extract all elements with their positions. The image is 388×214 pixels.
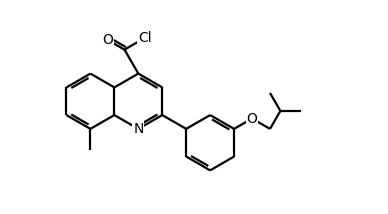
Text: O: O: [247, 111, 258, 126]
Text: O: O: [102, 33, 113, 47]
Text: N: N: [133, 122, 144, 136]
Text: Cl: Cl: [138, 31, 152, 45]
